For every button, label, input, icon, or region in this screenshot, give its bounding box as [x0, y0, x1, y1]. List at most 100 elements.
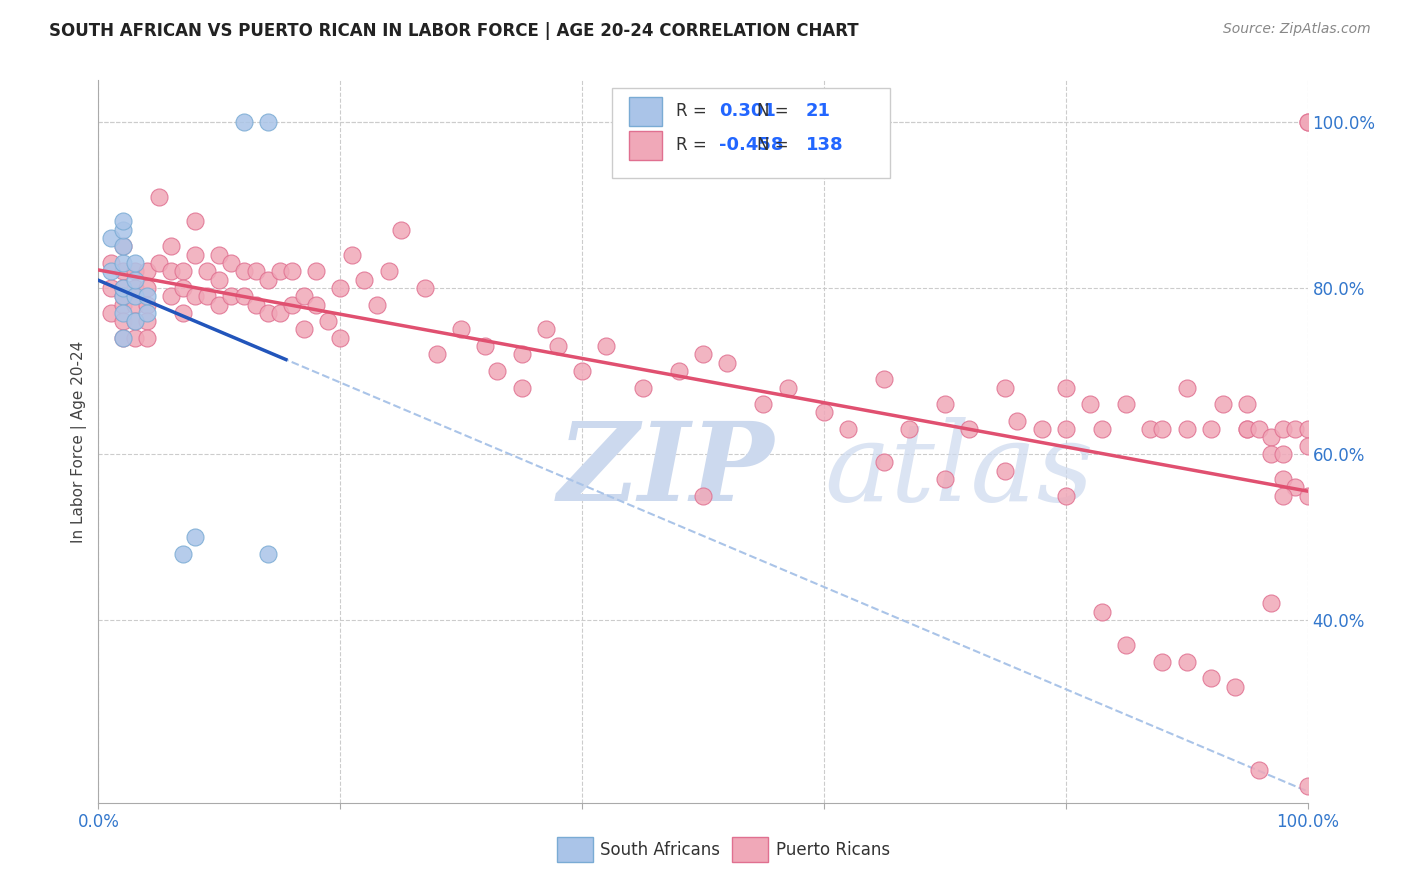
Point — [172, 281, 194, 295]
Point — [1236, 422, 1258, 436]
Point — [377, 264, 399, 278]
Point — [195, 264, 218, 278]
Point — [1078, 397, 1101, 411]
Point — [1054, 422, 1077, 436]
Point — [111, 264, 134, 278]
Point — [184, 248, 207, 262]
Point — [1260, 597, 1282, 611]
Point — [1152, 655, 1174, 669]
FancyBboxPatch shape — [557, 838, 593, 862]
Point — [111, 239, 134, 253]
FancyBboxPatch shape — [613, 87, 890, 178]
Point — [510, 380, 533, 394]
Point — [329, 281, 352, 295]
Point — [1223, 680, 1246, 694]
Point — [135, 289, 157, 303]
Point — [256, 306, 278, 320]
Point — [389, 223, 412, 237]
Text: 138: 138 — [806, 136, 844, 154]
Point — [1115, 638, 1137, 652]
Point — [256, 547, 278, 561]
Point — [1054, 489, 1077, 503]
Point — [232, 264, 254, 278]
Point — [1091, 605, 1114, 619]
Point — [692, 489, 714, 503]
Point — [873, 455, 896, 469]
Point — [135, 314, 157, 328]
Point — [413, 281, 436, 295]
Point — [1284, 480, 1306, 494]
Point — [111, 331, 134, 345]
Point — [124, 314, 146, 328]
Point — [776, 380, 799, 394]
Text: 21: 21 — [806, 103, 831, 120]
Point — [135, 297, 157, 311]
Point — [111, 306, 134, 320]
Point — [957, 422, 980, 436]
Point — [510, 347, 533, 361]
Point — [269, 306, 291, 320]
Point — [934, 472, 956, 486]
Point — [281, 264, 304, 278]
Point — [1054, 380, 1077, 394]
Point — [111, 256, 134, 270]
Point — [1249, 763, 1271, 777]
Text: Source: ZipAtlas.com: Source: ZipAtlas.com — [1223, 22, 1371, 37]
Point — [172, 264, 194, 278]
Point — [184, 530, 207, 544]
Point — [135, 331, 157, 345]
Point — [316, 314, 339, 328]
Point — [221, 256, 243, 270]
Point — [1152, 422, 1174, 436]
Point — [692, 347, 714, 361]
Point — [1296, 115, 1319, 129]
Point — [135, 281, 157, 295]
Point — [184, 214, 207, 228]
Point — [195, 289, 218, 303]
Text: SOUTH AFRICAN VS PUERTO RICAN IN LABOR FORCE | AGE 20-24 CORRELATION CHART: SOUTH AFRICAN VS PUERTO RICAN IN LABOR F… — [49, 22, 859, 40]
Text: -0.458: -0.458 — [718, 136, 783, 154]
Point — [752, 397, 775, 411]
Point — [450, 322, 472, 336]
Point — [256, 115, 278, 129]
Point — [1296, 779, 1319, 793]
Point — [329, 331, 352, 345]
Point — [124, 289, 146, 303]
Point — [111, 223, 134, 237]
Point — [111, 314, 134, 328]
Point — [111, 281, 134, 295]
Point — [631, 380, 654, 394]
Text: South Africans: South Africans — [600, 841, 720, 859]
Point — [1007, 414, 1029, 428]
FancyBboxPatch shape — [630, 97, 662, 126]
Point — [994, 464, 1017, 478]
Point — [1284, 422, 1306, 436]
Point — [160, 289, 183, 303]
Point — [571, 364, 593, 378]
Point — [100, 231, 122, 245]
Point — [474, 339, 496, 353]
Point — [232, 115, 254, 129]
Point — [100, 306, 122, 320]
Point — [124, 272, 146, 286]
Point — [111, 297, 134, 311]
Point — [172, 547, 194, 561]
Point — [716, 356, 738, 370]
Point — [1249, 422, 1271, 436]
Point — [305, 297, 328, 311]
Point — [1175, 422, 1198, 436]
Point — [837, 422, 859, 436]
Point — [1175, 380, 1198, 394]
Text: R =: R = — [676, 103, 707, 120]
Point — [668, 364, 690, 378]
Point — [124, 314, 146, 328]
Point — [111, 289, 134, 303]
Point — [184, 289, 207, 303]
Point — [1139, 422, 1161, 436]
Point — [172, 306, 194, 320]
Point — [292, 289, 315, 303]
Point — [221, 289, 243, 303]
Point — [124, 331, 146, 345]
Point — [1272, 472, 1295, 486]
Point — [1296, 422, 1319, 436]
